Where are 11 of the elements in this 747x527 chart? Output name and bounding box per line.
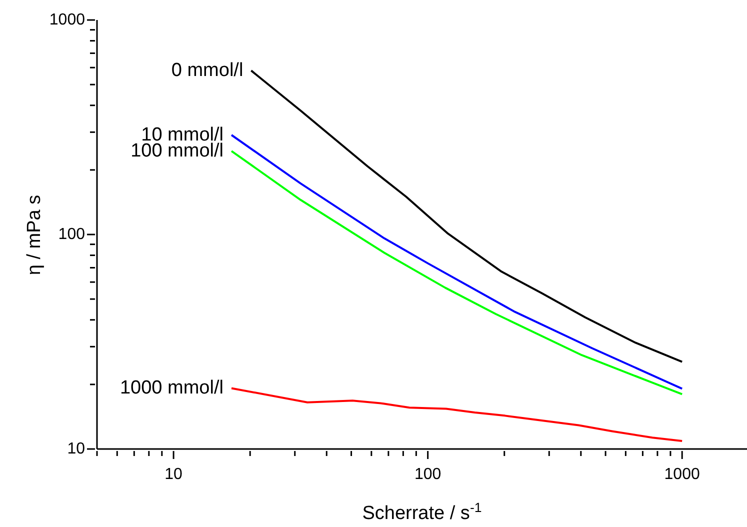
- series-label: 1000 mmol/l: [120, 378, 224, 399]
- y-tick-label: 1000: [49, 12, 86, 28]
- y-axis-title: η / mPa s: [24, 194, 45, 276]
- series-label: 100 mmol/l: [130, 140, 224, 162]
- y-tick-label: 10: [67, 440, 86, 458]
- x-axis-title: Scherrate / s$^{-1}$: [362, 500, 482, 524]
- series-label: 0 mmol/l: [171, 60, 244, 82]
- x-tick-label: 10: [164, 466, 183, 483]
- y-tick-label: 100: [58, 226, 86, 243]
- x-tick-label: 1000: [664, 466, 700, 483]
- x-tick-label: 100: [414, 466, 442, 483]
